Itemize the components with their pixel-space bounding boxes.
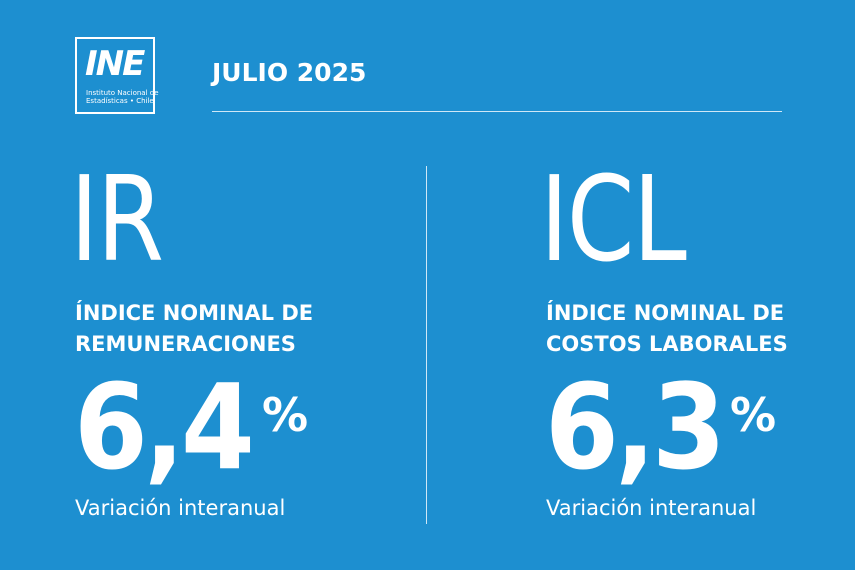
title-line: REMUNERACIONES (75, 332, 296, 356)
divider (426, 166, 427, 524)
period: JULIO 2025 (212, 58, 367, 87)
logo-caption: Instituto Nacional de (86, 89, 159, 97)
abbr: IR (70, 150, 164, 288)
unit: % (262, 388, 309, 442)
note: Variación interanual (546, 496, 757, 520)
logo: INE Instituto Nacional de Estadísticas •… (75, 37, 159, 114)
title-line: ÍNDICE NOMINAL DE (75, 301, 314, 325)
note: Variación interanual (75, 496, 286, 520)
unit: % (730, 388, 777, 442)
abbr: ICL (540, 150, 687, 288)
value: 6,4 (74, 358, 255, 496)
logo-mark: INE (85, 44, 145, 84)
panel-title: ÍNDICE NOMINAL DE COSTOS LABORALES (546, 298, 788, 360)
title-line: COSTOS LABORALES (546, 332, 788, 356)
value: 6,3 (545, 358, 726, 496)
title-line: ÍNDICE NOMINAL DE (546, 301, 785, 325)
rule (212, 111, 782, 112)
panel-title: ÍNDICE NOMINAL DE REMUNERACIONES (75, 298, 313, 360)
logo-caption: Estadísticas • Chile (86, 97, 154, 105)
